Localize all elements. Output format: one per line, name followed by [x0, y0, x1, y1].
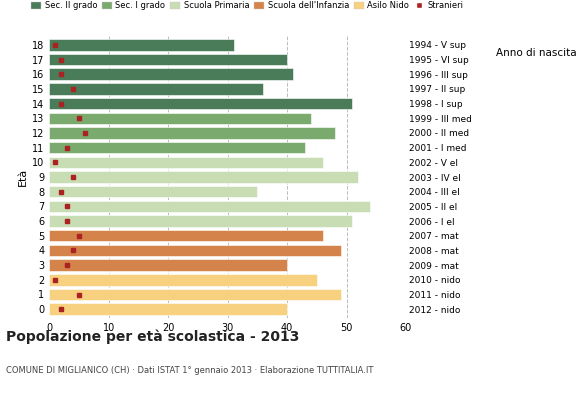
Bar — [49, 304, 287, 315]
Bar — [49, 39, 234, 50]
Bar — [49, 259, 287, 271]
Bar — [49, 186, 258, 198]
Text: Popolazione per età scolastica - 2013: Popolazione per età scolastica - 2013 — [6, 330, 299, 344]
Bar — [49, 171, 358, 183]
Bar — [49, 245, 340, 256]
Bar — [49, 112, 311, 124]
Bar — [49, 215, 353, 227]
Bar — [49, 68, 293, 80]
Bar — [49, 127, 335, 139]
Bar — [49, 201, 370, 212]
Bar — [49, 98, 353, 109]
Bar — [49, 142, 305, 153]
Bar — [49, 83, 263, 95]
Bar — [49, 156, 322, 168]
Text: Anno di nascita: Anno di nascita — [496, 48, 577, 58]
Y-axis label: Età: Età — [18, 168, 28, 186]
Bar — [49, 230, 322, 242]
Bar — [49, 289, 340, 300]
Bar — [49, 54, 287, 65]
Bar — [49, 274, 317, 286]
Legend: Sec. II grado, Sec. I grado, Scuola Primaria, Scuola dell'Infanzia, Asilo Nido, : Sec. II grado, Sec. I grado, Scuola Prim… — [28, 0, 467, 14]
Text: COMUNE DI MIGLIANICO (CH) · Dati ISTAT 1° gennaio 2013 · Elaborazione TUTTITALIA: COMUNE DI MIGLIANICO (CH) · Dati ISTAT 1… — [6, 366, 373, 375]
